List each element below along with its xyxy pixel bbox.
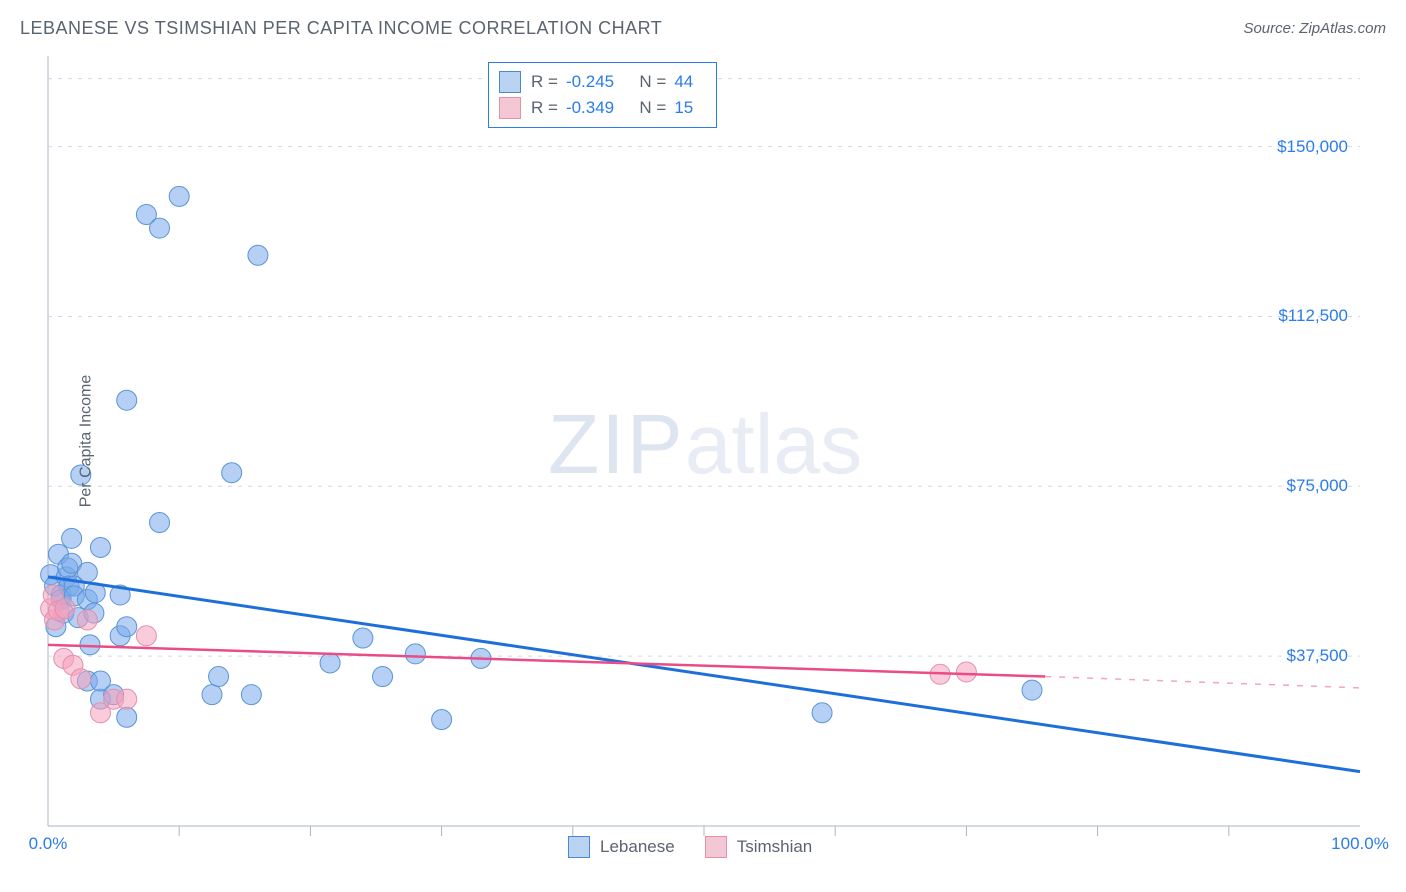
legend-n-value: 44: [674, 72, 702, 92]
scatter-plot: [48, 56, 1360, 856]
chart-title: LEBANESE VS TSIMSHIAN PER CAPITA INCOME …: [20, 18, 662, 38]
legend-swatch: [705, 836, 727, 858]
legend-n-value: 15: [674, 98, 702, 118]
legend-swatch: [499, 97, 521, 119]
x-tick-label: 0.0%: [29, 834, 68, 854]
legend-r-value: -0.349: [566, 98, 620, 118]
legend-item: Tsimshian: [705, 836, 813, 858]
y-axis-label: Per Capita Income: [77, 375, 95, 508]
y-tick-label: $112,500: [1278, 306, 1348, 326]
y-tick-label: $150,000: [1277, 137, 1348, 157]
legend-row: R = -0.349 N = 15: [499, 95, 702, 121]
correlation-legend: R = -0.245 N = 44R = -0.349 N = 15: [488, 62, 717, 128]
source-attribution: Source: ZipAtlas.com: [1243, 20, 1386, 37]
legend-swatch: [499, 71, 521, 93]
legend-swatch: [568, 836, 590, 858]
legend-row: R = -0.245 N = 44: [499, 69, 702, 95]
y-tick-label: $75,000: [1287, 476, 1348, 496]
legend-r-label: R =: [531, 98, 558, 118]
legend-n-label: N =: [630, 98, 666, 118]
legend-series-name: Lebanese: [600, 837, 675, 857]
x-tick-label: 100.0%: [1331, 834, 1389, 854]
legend-n-label: N =: [630, 72, 666, 92]
legend-series-name: Tsimshian: [737, 837, 813, 857]
series-legend: Lebanese Tsimshian: [568, 836, 812, 858]
legend-r-label: R =: [531, 72, 558, 92]
chart-container: Per Capita Income ZIPatlas R = -0.245 N …: [48, 56, 1360, 826]
y-tick-label: $37,500: [1287, 646, 1348, 666]
legend-item: Lebanese: [568, 836, 675, 858]
legend-r-value: -0.245: [566, 72, 620, 92]
